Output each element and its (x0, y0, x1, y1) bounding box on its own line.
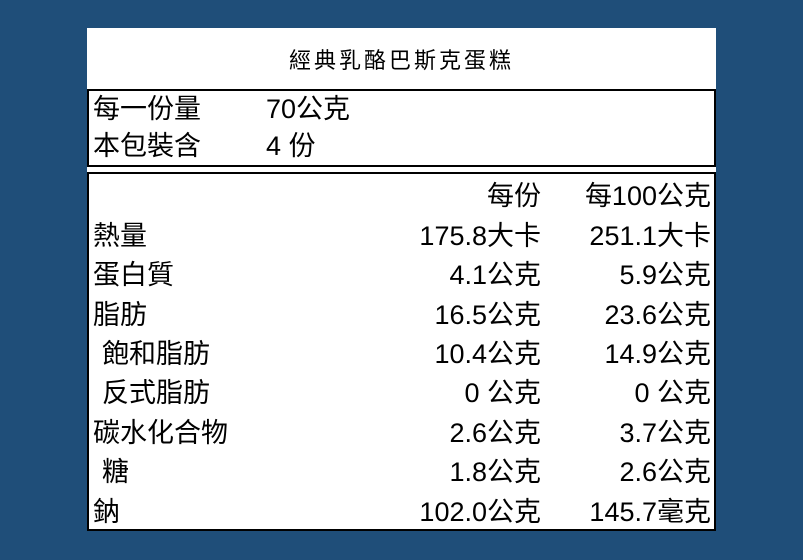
nutrient-row: 蛋白質 4.1公克 5.9公克 (93, 253, 711, 292)
nutrient-row: 糖 1.8公克 2.6公克 (93, 450, 711, 489)
serving-info-label: 每一份量 (93, 94, 201, 124)
nutrient-per-100g-value: 251.1大卡 (589, 220, 711, 251)
nutrient-row: 脂肪 16.5公克 23.6公克 (93, 293, 711, 332)
nutrient-per-serving-value: 0 公克 (464, 378, 541, 409)
nutrient-name: 反式脂肪 (102, 378, 210, 409)
nutrient-row: 碳水化合物 2.6公克 3.7公克 (93, 411, 711, 450)
nutrient-per-100g-value: 23.6公克 (604, 299, 711, 330)
nutrient-per-serving-value: 2.6公克 (449, 417, 541, 448)
serving-info-value: 4 份 (266, 131, 316, 161)
nutrient-name: 飽和脂肪 (102, 338, 210, 369)
nutrient-per-serving-value: 10.4公克 (434, 338, 541, 369)
nutrient-row: 熱量 175.8大卡 251.1大卡 (93, 214, 711, 253)
serving-info-row: 本包裝含 4 份 (93, 128, 710, 165)
nutrient-name: 熱量 (93, 220, 147, 251)
nutrient-row: 飽和脂肪 10.4公克 14.9公克 (93, 332, 711, 371)
nutrient-per-100g-value: 2.6公克 (619, 457, 711, 488)
nutrient-name: 脂肪 (93, 299, 147, 330)
nutrient-row: 反式脂肪 0 公克 0 公克 (93, 371, 711, 410)
nutrient-per-serving-value: 102.0公克 (419, 496, 541, 527)
serving-info-label: 本包裝含 (93, 131, 201, 161)
column-header-per-100g: 每100公克 (584, 181, 711, 212)
nutrient-name: 糖 (102, 457, 129, 488)
serving-info-box: 每一份量 70公克本包裝含 4 份 (87, 89, 716, 167)
nutrient-per-serving-value: 4.1公克 (449, 260, 541, 291)
nutrient-name: 鈉 (93, 496, 120, 527)
column-header-per-serving: 每份 (487, 181, 541, 212)
nutrient-name: 碳水化合物 (93, 417, 228, 448)
nutrient-per-100g-value: 145.7毫克 (589, 496, 711, 527)
nutrition-table-header-row: 每份 每100公克 (93, 174, 711, 213)
product-title: 經典乳酪巴斯克蛋糕 (288, 48, 514, 74)
nutrition-table: 每份 每100公克 熱量 175.8大卡 251.1大卡 蛋白質 4.1公克 5.9公克脂… (87, 172, 716, 531)
nutrient-per-100g-value: 0 公克 (634, 378, 711, 409)
nutrient-per-serving-value: 1.8公克 (449, 457, 541, 488)
nutrient-per-serving-value: 16.5公克 (434, 299, 541, 330)
nutrient-per-100g-value: 14.9公克 (604, 338, 711, 369)
nutrient-name: 蛋白質 (93, 260, 174, 291)
nutrition-label-card: 經典乳酪巴斯克蛋糕 每一份量 70公克本包裝含 4 份 每份 每100公克 熱量 17… (87, 28, 716, 531)
nutrient-per-100g-value: 3.7公克 (619, 417, 711, 448)
serving-info-row: 每一份量 70公克 (93, 91, 710, 128)
serving-info-value: 70公克 (266, 94, 351, 124)
nutrient-per-100g-value: 5.9公克 (619, 260, 711, 291)
nutrient-per-serving-value: 175.8大卡 (419, 220, 541, 251)
nutrient-row: 鈉 102.0公克 145.7毫克 (93, 490, 711, 529)
